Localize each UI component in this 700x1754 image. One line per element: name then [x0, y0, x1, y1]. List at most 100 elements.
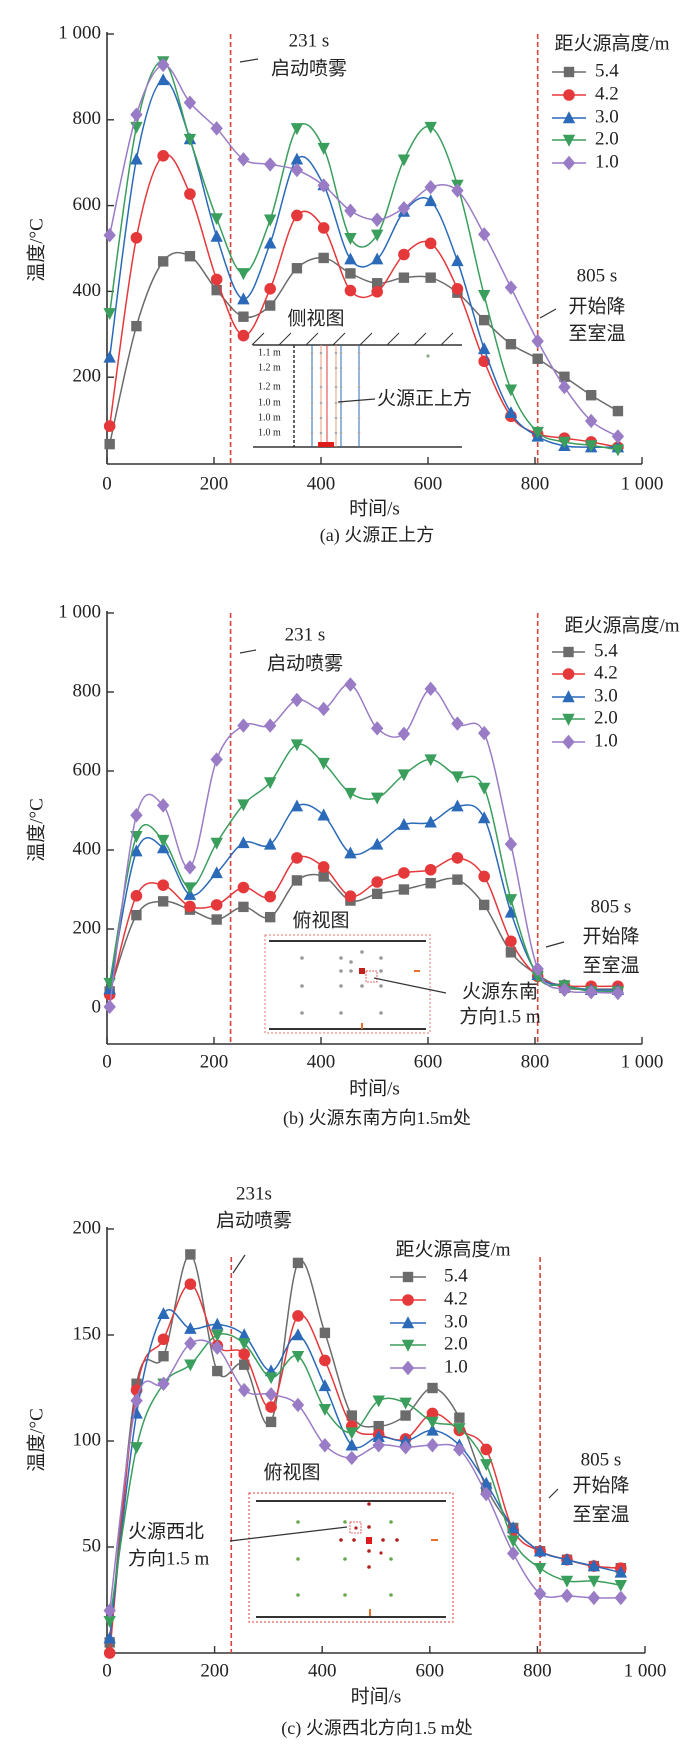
data-point [373, 1420, 384, 1432]
x-tick-label: 200 [200, 1051, 229, 1072]
pointer-label-2: 方向1.5 m [128, 1547, 210, 1569]
data-point [238, 311, 249, 322]
chart-panel-c: 0 200 400 600 800 1 000 50 100 150 200 温度/°C 时间/s (c… [25, 1183, 666, 1739]
sensor-dot [343, 1520, 347, 1524]
series-line [108, 683, 618, 1007]
data-point [426, 1407, 439, 1420]
sensor-dot [296, 1557, 300, 1561]
pointer-label-2: 方向1.5 m [459, 1005, 541, 1027]
data-point [454, 1412, 465, 1423]
data-point [263, 157, 277, 172]
x-tick-label: 1 000 [621, 1051, 664, 1072]
panel-caption: (c) 火源西北方向1.5 m处 [281, 1718, 472, 1739]
data-point [371, 888, 383, 900]
data-point [290, 739, 304, 752]
hatch-mark [359, 332, 373, 346]
data-point [558, 379, 571, 395]
legend-label: 2.0 [595, 128, 619, 149]
legend-title: 距火源高度/m [554, 32, 669, 54]
data-point [425, 272, 436, 283]
y-axis-label: 温度/°C [25, 798, 47, 862]
panel-caption: (a) 火源正上方 [320, 525, 434, 546]
data-point [452, 874, 463, 885]
sensor-dot [357, 351, 361, 355]
data-point [424, 681, 437, 697]
data-point [584, 413, 598, 429]
data-point [210, 837, 223, 850]
cool-text-2: 至室温 [568, 322, 625, 344]
data-point [397, 154, 411, 167]
pointer-leader [229, 1526, 348, 1542]
data-point [371, 286, 383, 298]
data-point [424, 815, 437, 828]
series-line [108, 79, 618, 448]
data-point [558, 436, 571, 449]
y-tick-label: 0 [92, 996, 102, 1017]
series-line [108, 64, 619, 438]
data-point [130, 890, 143, 902]
data-point [211, 1317, 224, 1330]
chart-panel-b: 0 200 400 600 800 1 000 0 200 400 600 800 1 000 温度/°… [25, 601, 679, 1129]
series-1.0 [103, 677, 625, 1015]
legend-marker [562, 713, 575, 726]
data-point [130, 844, 143, 857]
data-point [184, 1321, 197, 1334]
data-point [372, 1438, 385, 1453]
spray-time-label: 231s [236, 1183, 272, 1204]
legend-marker [562, 734, 575, 750]
data-point [345, 1427, 358, 1440]
data-point [183, 133, 197, 146]
data-point [264, 890, 276, 903]
hatch-mark [305, 332, 319, 346]
y-tick-label: 200 [73, 917, 102, 938]
sensor-dot [296, 1593, 300, 1597]
data-point [505, 338, 517, 350]
pointer-label-1: 火源东南 [462, 980, 538, 1002]
data-point [424, 179, 437, 195]
legend-marker [401, 1339, 415, 1352]
sensor-dot [381, 1538, 385, 1542]
data-point [237, 1328, 251, 1341]
data-point [210, 752, 223, 767]
data-point [291, 852, 303, 864]
y-axis-label: 温度/°C [25, 218, 47, 282]
data-point [398, 867, 410, 879]
data-point [531, 961, 544, 977]
data-point [425, 877, 436, 889]
sensor-dot [334, 366, 338, 370]
data-point [504, 384, 518, 397]
data-point [504, 894, 518, 907]
data-point [426, 1416, 439, 1429]
data-point [291, 263, 303, 274]
data-point [344, 890, 357, 903]
series-line [108, 1253, 621, 1643]
sensor-dot [357, 366, 361, 370]
sensor-dot [379, 1011, 383, 1015]
data-point [291, 875, 303, 886]
data-point [237, 718, 250, 733]
data-point [264, 283, 276, 295]
sensor-dot [334, 351, 338, 355]
y-tick-label: 400 [73, 280, 102, 301]
data-point [130, 808, 143, 823]
data-point [103, 308, 116, 320]
data-point [103, 999, 116, 1015]
fire-source [318, 442, 334, 447]
data-point [290, 799, 304, 812]
data-point [614, 1579, 627, 1592]
data-point [505, 935, 517, 948]
legend-marker [562, 111, 576, 124]
data-point [397, 818, 411, 830]
sensor-dot [334, 401, 338, 405]
legend-marker [562, 155, 576, 171]
x-tick-label: 1 000 [624, 1660, 667, 1681]
sensor-dot [343, 1593, 347, 1597]
data-point [344, 284, 357, 297]
legend-label: 3.0 [444, 1311, 468, 1332]
sensor-dot [357, 401, 361, 405]
spray-time-label: 231 s [289, 30, 330, 51]
data-point [130, 107, 143, 122]
data-point [372, 1430, 385, 1442]
data-point [130, 1393, 143, 1408]
